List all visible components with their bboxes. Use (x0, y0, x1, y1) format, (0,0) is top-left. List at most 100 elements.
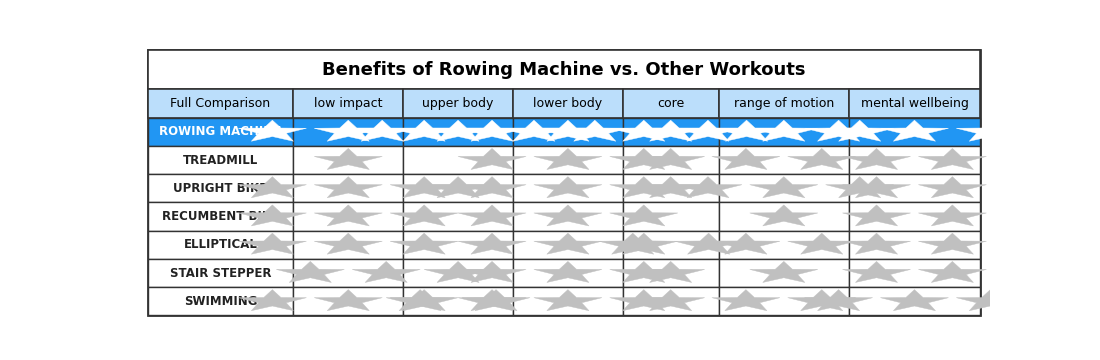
Bar (849, 118, 980, 146)
Polygon shape (390, 290, 459, 311)
Polygon shape (534, 177, 602, 198)
Bar (849, 146, 980, 174)
Bar (147, 259, 294, 287)
Polygon shape (750, 261, 818, 283)
Bar (404, 174, 513, 202)
Polygon shape (386, 290, 454, 311)
Polygon shape (315, 148, 383, 170)
Bar (147, 202, 294, 231)
Polygon shape (712, 233, 780, 254)
Polygon shape (534, 120, 602, 141)
Bar (147, 174, 294, 202)
Bar (513, 118, 623, 146)
Polygon shape (788, 290, 856, 311)
Polygon shape (713, 120, 781, 141)
Bar (623, 89, 718, 118)
Bar (849, 259, 980, 287)
Polygon shape (712, 290, 780, 311)
Polygon shape (352, 261, 420, 283)
Bar (294, 202, 404, 231)
Polygon shape (462, 290, 530, 311)
Polygon shape (750, 177, 818, 198)
Polygon shape (609, 148, 678, 170)
Polygon shape (315, 290, 383, 311)
Polygon shape (424, 120, 492, 141)
Bar (294, 174, 404, 202)
Polygon shape (315, 205, 383, 226)
Polygon shape (826, 120, 893, 141)
Polygon shape (750, 120, 818, 141)
Polygon shape (788, 233, 856, 254)
Bar (849, 202, 980, 231)
Polygon shape (458, 120, 526, 141)
Polygon shape (674, 177, 742, 198)
Bar (294, 146, 404, 174)
Bar (623, 202, 718, 231)
Polygon shape (956, 290, 1024, 311)
Bar (849, 89, 980, 118)
Polygon shape (637, 290, 705, 311)
Bar (294, 118, 404, 146)
Polygon shape (349, 120, 416, 141)
Polygon shape (458, 261, 526, 283)
Polygon shape (609, 261, 678, 283)
Polygon shape (918, 205, 987, 226)
Bar (623, 259, 718, 287)
Polygon shape (826, 177, 893, 198)
Polygon shape (788, 148, 856, 170)
Bar (623, 174, 718, 202)
Polygon shape (315, 177, 383, 198)
Polygon shape (637, 148, 705, 170)
Polygon shape (609, 120, 678, 141)
Bar (513, 174, 623, 202)
Bar (513, 89, 623, 118)
Polygon shape (880, 120, 948, 141)
Polygon shape (561, 120, 629, 141)
Polygon shape (843, 233, 911, 254)
Polygon shape (424, 261, 492, 283)
Polygon shape (390, 205, 459, 226)
Polygon shape (637, 177, 705, 198)
Text: RECUMBENT BIKE: RECUMBENT BIKE (162, 210, 279, 223)
Polygon shape (804, 120, 872, 141)
Polygon shape (918, 261, 987, 283)
Bar (404, 231, 513, 259)
Polygon shape (609, 290, 678, 311)
Polygon shape (390, 177, 459, 198)
Bar (294, 287, 404, 315)
Polygon shape (499, 120, 568, 141)
Polygon shape (918, 177, 987, 198)
Bar (718, 146, 849, 174)
Bar (294, 231, 404, 259)
Text: ELLIPTICAL: ELLIPTICAL (184, 238, 257, 251)
Bar (623, 146, 718, 174)
Bar (513, 231, 623, 259)
Polygon shape (598, 233, 667, 254)
Polygon shape (750, 205, 818, 226)
Polygon shape (424, 177, 492, 198)
Text: lower body: lower body (534, 97, 603, 110)
Polygon shape (918, 148, 987, 170)
Bar (513, 287, 623, 315)
Polygon shape (843, 148, 911, 170)
Text: ROWING MACHINE: ROWING MACHINE (160, 125, 282, 138)
Polygon shape (637, 120, 705, 141)
Bar (147, 231, 294, 259)
Bar (404, 202, 513, 231)
Polygon shape (674, 233, 742, 254)
Polygon shape (534, 261, 602, 283)
Polygon shape (637, 261, 705, 283)
Bar (404, 287, 513, 315)
Text: upper body: upper body (422, 97, 494, 110)
Polygon shape (458, 205, 526, 226)
Bar (147, 287, 294, 315)
Text: TREADMILL: TREADMILL (183, 154, 258, 167)
Polygon shape (458, 148, 526, 170)
Bar (147, 146, 294, 174)
Text: UPRIGHT BIKE: UPRIGHT BIKE (174, 182, 267, 195)
Polygon shape (956, 120, 1024, 141)
Bar (623, 118, 718, 146)
Bar (718, 287, 849, 315)
Bar (147, 89, 294, 118)
Bar (849, 231, 980, 259)
